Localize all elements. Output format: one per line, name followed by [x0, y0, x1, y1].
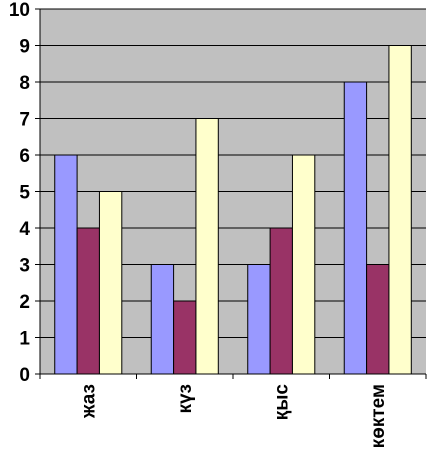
y-tick-label: 7 [19, 110, 30, 131]
bar [150, 264, 175, 375]
x-tick-label: көктем [368, 384, 389, 448]
bar [247, 264, 271, 375]
bar [269, 227, 293, 375]
bar [76, 227, 100, 375]
x-tick-label: күз [175, 384, 196, 414]
y-tick-label: 8 [19, 73, 30, 94]
y-tick-label: 4 [19, 219, 30, 240]
bars [54, 45, 412, 375]
bar [388, 45, 412, 375]
y-tick-label: 0 [19, 365, 30, 386]
bar [54, 154, 78, 375]
y-axis-ticks: 0 1 2 3 4 5 6 7 8 9 10 [9, 0, 40, 386]
bar [173, 300, 197, 375]
bar [366, 264, 390, 375]
y-tick-label: 3 [19, 256, 30, 277]
y-tick-label: 9 [19, 37, 30, 58]
x-axis-ticks: жаз күз қыс көктем [39, 374, 427, 448]
y-tick-label: 5 [19, 183, 30, 204]
bar [195, 118, 219, 375]
x-tick-label: жаз [78, 384, 99, 419]
x-tick-label: қыс [271, 384, 292, 421]
y-tick-label: 2 [19, 292, 30, 313]
y-tick-label: 10 [9, 0, 30, 21]
bar [343, 81, 368, 375]
bar [291, 154, 316, 375]
bar [98, 191, 123, 375]
y-tick-label: 1 [19, 329, 30, 350]
y-tick-label: 6 [19, 146, 30, 167]
